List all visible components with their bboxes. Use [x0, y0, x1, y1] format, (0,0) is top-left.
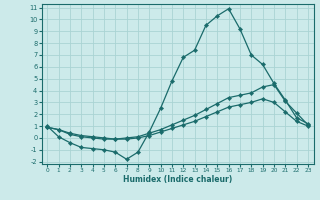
X-axis label: Humidex (Indice chaleur): Humidex (Indice chaleur)	[123, 175, 232, 184]
